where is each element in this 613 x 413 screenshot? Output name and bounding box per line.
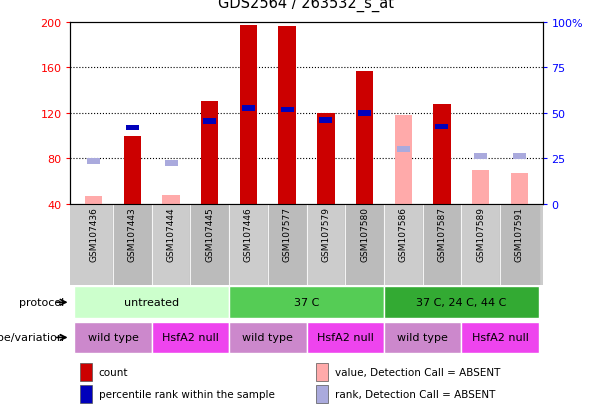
Bar (229, 287, 384, 318)
Text: HsfA2 null: HsfA2 null (317, 332, 374, 343)
Text: GSM107443: GSM107443 (128, 207, 137, 261)
Bar (113, 204, 152, 285)
Text: GDS2564 / 263532_s_at: GDS2564 / 263532_s_at (218, 0, 395, 12)
Bar (422, 204, 461, 285)
Bar (278, 27, 296, 204)
Text: GSM107587: GSM107587 (438, 207, 446, 262)
Bar (87, 159, 101, 164)
Text: GSM107446: GSM107446 (244, 207, 253, 261)
Bar (152, 204, 191, 285)
Bar (281, 107, 294, 113)
Bar (433, 104, 451, 204)
Bar (512, 154, 526, 159)
Bar (74, 204, 113, 285)
Bar (80, 385, 92, 404)
Bar (500, 204, 539, 285)
Bar (316, 363, 328, 381)
Text: GSM107586: GSM107586 (398, 207, 408, 262)
Bar (435, 124, 449, 130)
Bar (317, 114, 335, 204)
Text: value, Detection Call = ABSENT: value, Detection Call = ABSENT (335, 367, 500, 377)
Bar (472, 170, 489, 204)
Bar (268, 204, 306, 285)
Text: wild type: wild type (88, 332, 139, 343)
Bar (152, 322, 229, 354)
Bar (397, 147, 409, 153)
Text: untreated: untreated (124, 297, 180, 308)
Bar (191, 204, 229, 285)
Bar (229, 322, 306, 354)
Bar (319, 118, 332, 123)
Bar (345, 204, 384, 285)
Bar (201, 102, 218, 204)
Text: GSM107444: GSM107444 (167, 207, 175, 261)
Bar (384, 322, 461, 354)
Text: rank, Detection Call = ABSENT: rank, Detection Call = ABSENT (335, 389, 495, 399)
Text: wild type: wild type (242, 332, 293, 343)
Text: GSM107589: GSM107589 (476, 207, 485, 262)
Bar (461, 322, 539, 354)
Bar (85, 197, 102, 204)
Bar (395, 116, 412, 204)
Text: percentile rank within the sample: percentile rank within the sample (99, 389, 275, 399)
Bar (74, 287, 229, 318)
Bar (384, 204, 422, 285)
Bar (242, 106, 255, 112)
Text: GSM107445: GSM107445 (205, 207, 215, 261)
Bar (164, 161, 178, 166)
Text: GSM107579: GSM107579 (321, 207, 330, 262)
Bar (306, 204, 345, 285)
Text: 37 C, 24 C, 44 C: 37 C, 24 C, 44 C (416, 297, 506, 308)
Bar (204, 119, 216, 124)
Bar (306, 322, 384, 354)
Text: HsfA2 null: HsfA2 null (162, 332, 219, 343)
Text: genotype/variation: genotype/variation (0, 332, 64, 343)
Text: wild type: wild type (397, 332, 448, 343)
Text: HsfA2 null: HsfA2 null (471, 332, 528, 343)
Bar (240, 26, 257, 204)
Bar (358, 111, 371, 116)
Bar (74, 322, 152, 354)
Bar (80, 363, 92, 381)
Bar (316, 385, 328, 404)
Bar (124, 136, 141, 204)
Text: GSM107580: GSM107580 (360, 207, 369, 262)
Text: count: count (99, 367, 128, 377)
Text: GSM107577: GSM107577 (283, 207, 292, 262)
Bar (461, 204, 500, 285)
Text: 37 C: 37 C (294, 297, 319, 308)
Text: protocol: protocol (19, 297, 64, 308)
Bar (229, 204, 268, 285)
Text: GSM107436: GSM107436 (89, 207, 98, 261)
Bar (511, 174, 528, 204)
Bar (162, 195, 180, 204)
Bar (474, 154, 487, 159)
Bar (126, 126, 139, 131)
Text: GSM107591: GSM107591 (515, 207, 524, 262)
Bar (384, 287, 539, 318)
Bar (356, 71, 373, 204)
